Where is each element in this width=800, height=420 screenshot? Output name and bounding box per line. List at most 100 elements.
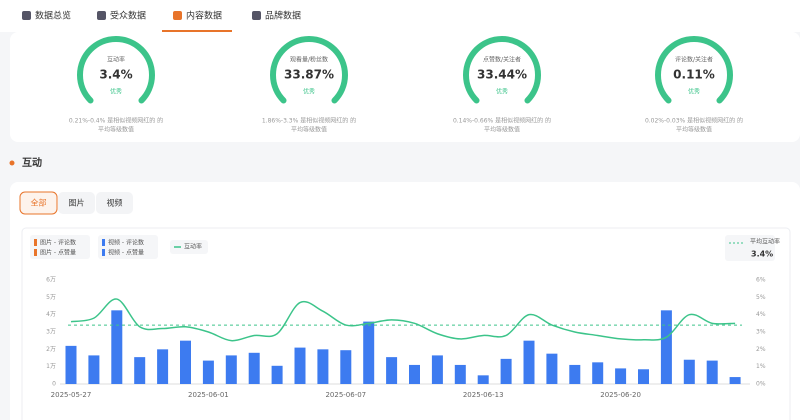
bar[interactable] xyxy=(65,345,77,384)
tab-icon xyxy=(97,11,106,20)
y-tick-label: 4万 xyxy=(46,311,56,318)
gauge-badge: 优秀 xyxy=(303,88,315,96)
y2-tick-label: 5% xyxy=(756,294,766,301)
gauge-arc xyxy=(463,36,541,104)
tab-label[interactable]: 受众数据 xyxy=(110,10,146,22)
bar[interactable] xyxy=(546,353,558,384)
bar[interactable] xyxy=(454,364,466,384)
tab-label[interactable]: 品牌数据 xyxy=(265,10,301,22)
y-tick-label: 2万 xyxy=(46,346,56,353)
gauge-badge: 优秀 xyxy=(496,88,508,96)
bar[interactable] xyxy=(294,347,306,384)
bar[interactable] xyxy=(180,340,191,384)
gauge-arc xyxy=(270,36,348,104)
bar[interactable] xyxy=(248,352,260,384)
y2-tick-label: 2% xyxy=(756,346,766,353)
gauge-value: 33.44% xyxy=(477,68,527,82)
bar[interactable] xyxy=(386,357,398,384)
gauge-arc xyxy=(655,36,733,104)
tab-icon xyxy=(252,11,261,20)
legend-label: 平均互动率 xyxy=(750,238,780,246)
gauge-badge: 优秀 xyxy=(110,88,122,96)
gauge-value: 0.11% xyxy=(673,68,715,82)
bar[interactable] xyxy=(569,364,581,384)
gauge-desc: 0.14%-0.66% 是相似视频网红的 的 xyxy=(453,117,551,125)
bar[interactable] xyxy=(202,360,214,384)
gauge-desc: 平均等级数值 xyxy=(484,126,520,134)
bar[interactable] xyxy=(477,375,489,384)
bar[interactable] xyxy=(660,310,672,384)
bar[interactable] xyxy=(409,364,420,384)
gauge-label: 点赞数/关注者 xyxy=(483,56,521,64)
filter-button[interactable] xyxy=(96,192,133,214)
legend-label: 图片 - 点赞量 xyxy=(40,249,76,257)
average-value: 3.4% xyxy=(751,250,773,259)
x-tick-label: 2025-06-13 xyxy=(463,391,504,399)
bar[interactable] xyxy=(683,359,695,384)
tab-icon xyxy=(22,11,31,20)
x-tick-label: 2025-05-27 xyxy=(51,391,92,399)
legend-swatch xyxy=(34,239,37,246)
tab-underline xyxy=(162,30,232,32)
rate-line xyxy=(70,298,736,342)
x-tick-label: 2025-06-07 xyxy=(325,391,366,399)
filter-label[interactable]: 图片 xyxy=(69,198,85,208)
y-tick-label: 6万 xyxy=(46,277,56,284)
y-tick-label: 0 xyxy=(52,381,56,388)
legend-box xyxy=(725,235,775,261)
bar[interactable] xyxy=(729,377,741,384)
filter-button[interactable] xyxy=(19,191,58,215)
gauge-badge: 优秀 xyxy=(688,88,700,96)
bar[interactable] xyxy=(500,358,512,384)
gauge-label: 评论数/关注者 xyxy=(675,56,713,64)
bar[interactable] xyxy=(111,310,123,384)
section-title: 互动 xyxy=(22,156,42,169)
bar[interactable] xyxy=(317,349,329,384)
filter-label[interactable]: 全部 xyxy=(31,198,47,208)
x-tick-label: 2025-06-01 xyxy=(188,391,229,399)
gauge-desc: 0.21%-0.4% 是相似视频网红的 的 xyxy=(69,117,163,125)
bar[interactable] xyxy=(134,357,146,384)
bar[interactable] xyxy=(431,355,443,384)
gauge-desc: 平均等级数值 xyxy=(291,126,327,134)
bar[interactable] xyxy=(706,360,718,384)
gauge-label: 互动率 xyxy=(107,56,125,64)
bar[interactable] xyxy=(523,340,535,384)
y-tick-label: 1万 xyxy=(46,363,56,370)
bar[interactable] xyxy=(615,368,627,384)
metrics-card xyxy=(10,32,800,142)
gauge-label: 观看量/粉丝数 xyxy=(290,56,328,64)
y2-tick-label: 1% xyxy=(756,363,766,370)
gauge-desc: 1.86%-3.3% 是相似视频网红的 的 xyxy=(262,117,356,125)
legend-swatch xyxy=(102,239,105,246)
legend-swatch xyxy=(34,249,37,256)
bar[interactable] xyxy=(271,365,283,384)
bar[interactable] xyxy=(363,321,375,384)
bar[interactable] xyxy=(225,355,237,384)
bar[interactable] xyxy=(592,362,604,384)
bar[interactable] xyxy=(340,350,352,384)
gauge-desc: 平均等级数值 xyxy=(676,126,712,134)
legend-label: 视频 - 评论数 xyxy=(108,239,144,247)
legend-box xyxy=(98,235,158,259)
bar[interactable] xyxy=(157,349,169,384)
legend-label: 图片 - 评论数 xyxy=(40,239,76,247)
legend-box xyxy=(30,235,90,259)
legend-label: 互动率 xyxy=(184,243,202,251)
tab-label[interactable]: 数据总览 xyxy=(35,10,71,22)
bar[interactable] xyxy=(638,369,649,384)
tab-icon xyxy=(173,11,182,20)
gauge-value: 33.87% xyxy=(284,68,334,82)
tab-bar xyxy=(0,0,800,32)
y-tick-label: 5万 xyxy=(46,294,56,301)
tab-label[interactable]: 内容数据 xyxy=(186,10,222,22)
bar[interactable] xyxy=(88,355,100,384)
filter-button[interactable] xyxy=(58,192,95,214)
gauge-desc: 0.02%-0.03% 是相似视频网红的 的 xyxy=(645,117,743,125)
x-tick-label: 2025-06-20 xyxy=(600,391,641,399)
gauge-value: 3.4% xyxy=(99,68,132,82)
y2-tick-label: 4% xyxy=(756,311,766,318)
filter-label[interactable]: 视频 xyxy=(107,198,123,208)
